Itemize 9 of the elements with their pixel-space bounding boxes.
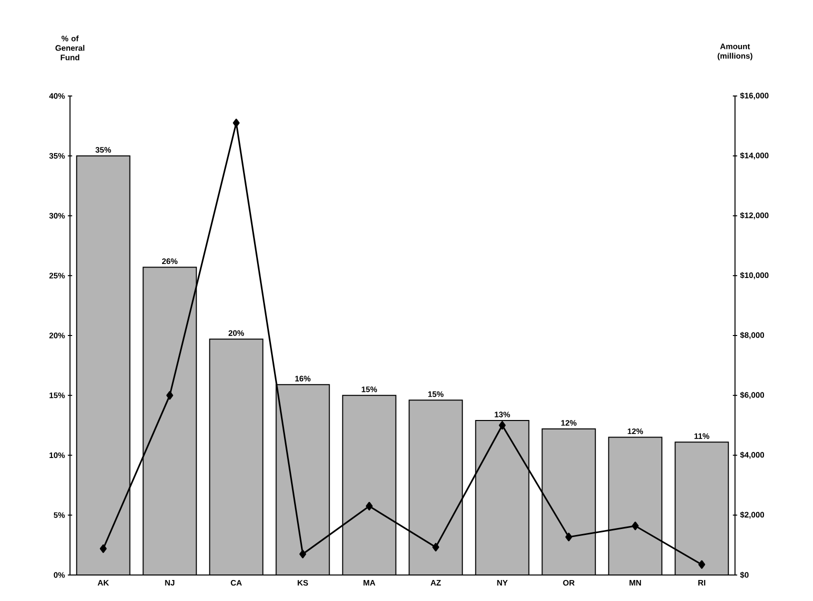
point <box>498 421 506 430</box>
point <box>565 532 572 542</box>
point <box>299 550 306 558</box>
point <box>432 542 440 552</box>
point <box>632 522 639 530</box>
point <box>698 560 706 569</box>
point <box>100 544 107 553</box>
point <box>166 391 174 400</box>
point <box>366 502 373 510</box>
